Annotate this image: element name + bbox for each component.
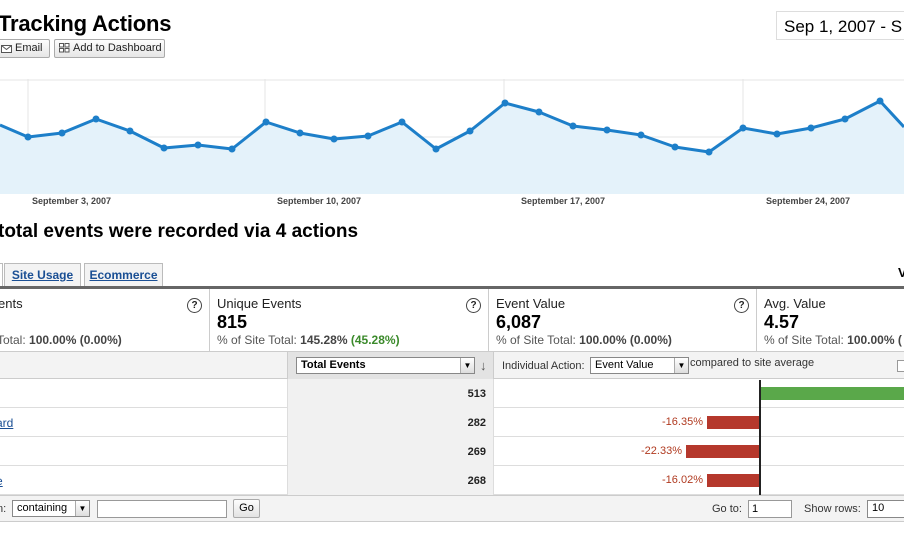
metric-event-value: Event Value ? 6,087 % of Site Total: 100…: [489, 289, 757, 352]
email-button[interactable]: Email: [0, 39, 50, 58]
table-row: e 268 -16.02%: [0, 466, 904, 495]
help-icon[interactable]: ?: [466, 298, 481, 313]
chevron-down-icon: ▼: [75, 501, 89, 516]
comparison-percent: -16.35%: [662, 416, 703, 428]
metric-unique-events: Unique Events ? 815 % of Site Total: 145…: [210, 289, 489, 352]
metric-site-total: Total: 100.00% (0.00%): [0, 333, 122, 347]
comparison-percent: -16.02%: [662, 474, 703, 486]
metric-site-total: % of Site Total: 145.28% (45.28%): [217, 333, 400, 347]
comparison-bar: [707, 416, 760, 429]
table-row: 513: [0, 379, 904, 408]
graph-points: [24, 97, 884, 156]
metric-label: ents: [0, 296, 23, 311]
x-label-sep17: September 17, 2007: [521, 196, 605, 206]
envelope-icon: [1, 44, 12, 56]
graph-area: [0, 101, 904, 194]
table-footer: n: containing ▼ Go Go to: 1 Show rows: 10: [0, 495, 904, 522]
add-to-dashboard-label: Add to Dashboard: [73, 42, 162, 54]
metric-label: Unique Events: [217, 296, 302, 311]
view-label: V: [898, 265, 904, 280]
add-to-dashboard-button[interactable]: Add to Dashboard: [54, 39, 165, 58]
tab-site-usage[interactable]: Site Usage: [4, 263, 81, 286]
show-rows-label: Show rows:: [804, 503, 861, 515]
go-button[interactable]: Go: [233, 499, 260, 518]
row-total-cell: 282: [287, 408, 494, 437]
row-action-link[interactable]: e: [0, 474, 3, 488]
filter-input[interactable]: [97, 500, 227, 518]
comparison-zero-axis: [759, 380, 761, 495]
metric-value: 815: [217, 312, 248, 332]
compare-checkbox[interactable]: [897, 360, 904, 372]
row-total-cell: 269: [287, 437, 494, 466]
table-row: ard 282 -16.35%: [0, 408, 904, 437]
graph-line: [0, 99, 904, 154]
metric-value: 6,087: [496, 312, 542, 332]
comparison-bar: [686, 445, 760, 458]
row-action-link[interactable]: ard: [0, 416, 14, 430]
show-rows-select[interactable]: 10: [867, 500, 904, 518]
row-total-cell: 268: [287, 466, 494, 495]
filter-match-select[interactable]: containing ▼: [12, 500, 90, 517]
x-label-sep3: September 3, 2007: [32, 196, 111, 206]
metric-label: Avg. Value: [764, 296, 826, 311]
metric-site-total: % of Site Total: 100.00% (: [764, 333, 902, 347]
table-row: 269 -22.33%: [0, 437, 904, 466]
help-icon[interactable]: ?: [734, 298, 749, 313]
chevron-down-icon: ▼: [674, 358, 688, 373]
table-header: Total Events ▼ ↓ Individual Action: Event…: [0, 352, 904, 379]
dashboard-grid-icon: [59, 43, 70, 56]
metric-site-total: % of Site Total: 100.00% (0.00%): [496, 333, 672, 347]
metric-label: Event Value: [496, 296, 566, 311]
metric-total-events: ents ? Total: 100.00% (0.00%): [0, 289, 210, 352]
metric-value: 4.57: [764, 312, 800, 332]
help-icon[interactable]: ?: [187, 298, 202, 313]
compared-label: compared to site average: [690, 357, 815, 369]
sort-metric-select[interactable]: Total Events ▼: [296, 357, 475, 374]
x-label-sep24: September 24, 2007: [766, 196, 850, 206]
metric-avg-value: Avg. Value 4.57 % of Site Total: 100.00%…: [757, 289, 904, 352]
filter-label: n:: [0, 503, 7, 515]
goto-label: Go to:: [712, 503, 742, 515]
goto-page-input[interactable]: 1: [748, 500, 792, 518]
comparison-percent: -22.33%: [641, 445, 682, 457]
comparison-bar: [761, 387, 904, 400]
date-range-selector[interactable]: Sep 1, 2007 - S: [776, 11, 904, 40]
page-title: Tracking Actions: [0, 11, 172, 36]
summary-heading: total events were recorded via 4 actions: [0, 221, 359, 242]
metrics-scorecard: ents ? Total: 100.00% (0.00%) Unique Eve…: [0, 286, 904, 352]
individual-action-select[interactable]: Event Value ▼: [590, 357, 689, 374]
events-over-time-graph: September 3, 2007 September 10, 2007 Sep…: [0, 79, 904, 209]
x-label-sep10: September 10, 2007: [277, 196, 361, 206]
sort-descending-icon[interactable]: ↓: [480, 358, 487, 373]
email-label: Email: [15, 42, 43, 54]
tab-events[interactable]: [0, 263, 3, 286]
row-total-cell: 513: [287, 379, 494, 408]
comparison-bar: [707, 474, 760, 487]
individual-action-label: Individual Action:: [502, 360, 585, 372]
tab-ecommerce[interactable]: Ecommerce: [84, 263, 163, 286]
chevron-down-icon: ▼: [460, 358, 474, 373]
